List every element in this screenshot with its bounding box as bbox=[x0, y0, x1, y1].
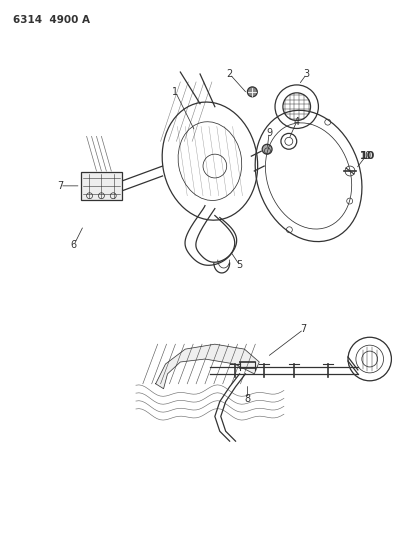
Text: 4: 4 bbox=[294, 117, 300, 126]
Text: 8: 8 bbox=[244, 393, 251, 403]
Text: 1: 1 bbox=[172, 87, 178, 97]
Polygon shape bbox=[156, 344, 259, 389]
Text: 10: 10 bbox=[359, 151, 372, 161]
Ellipse shape bbox=[247, 87, 257, 97]
Text: 10: 10 bbox=[360, 151, 375, 161]
Text: 6: 6 bbox=[71, 240, 77, 250]
Text: 2: 2 bbox=[226, 69, 233, 79]
Text: 9: 9 bbox=[266, 128, 272, 139]
Text: 3: 3 bbox=[304, 69, 310, 79]
Text: 7: 7 bbox=[57, 181, 63, 191]
Bar bbox=[81, 172, 122, 200]
Text: 7: 7 bbox=[301, 325, 307, 334]
Text: 5: 5 bbox=[236, 260, 243, 270]
Ellipse shape bbox=[262, 144, 272, 154]
Text: 6314  4900 A: 6314 4900 A bbox=[13, 14, 90, 25]
